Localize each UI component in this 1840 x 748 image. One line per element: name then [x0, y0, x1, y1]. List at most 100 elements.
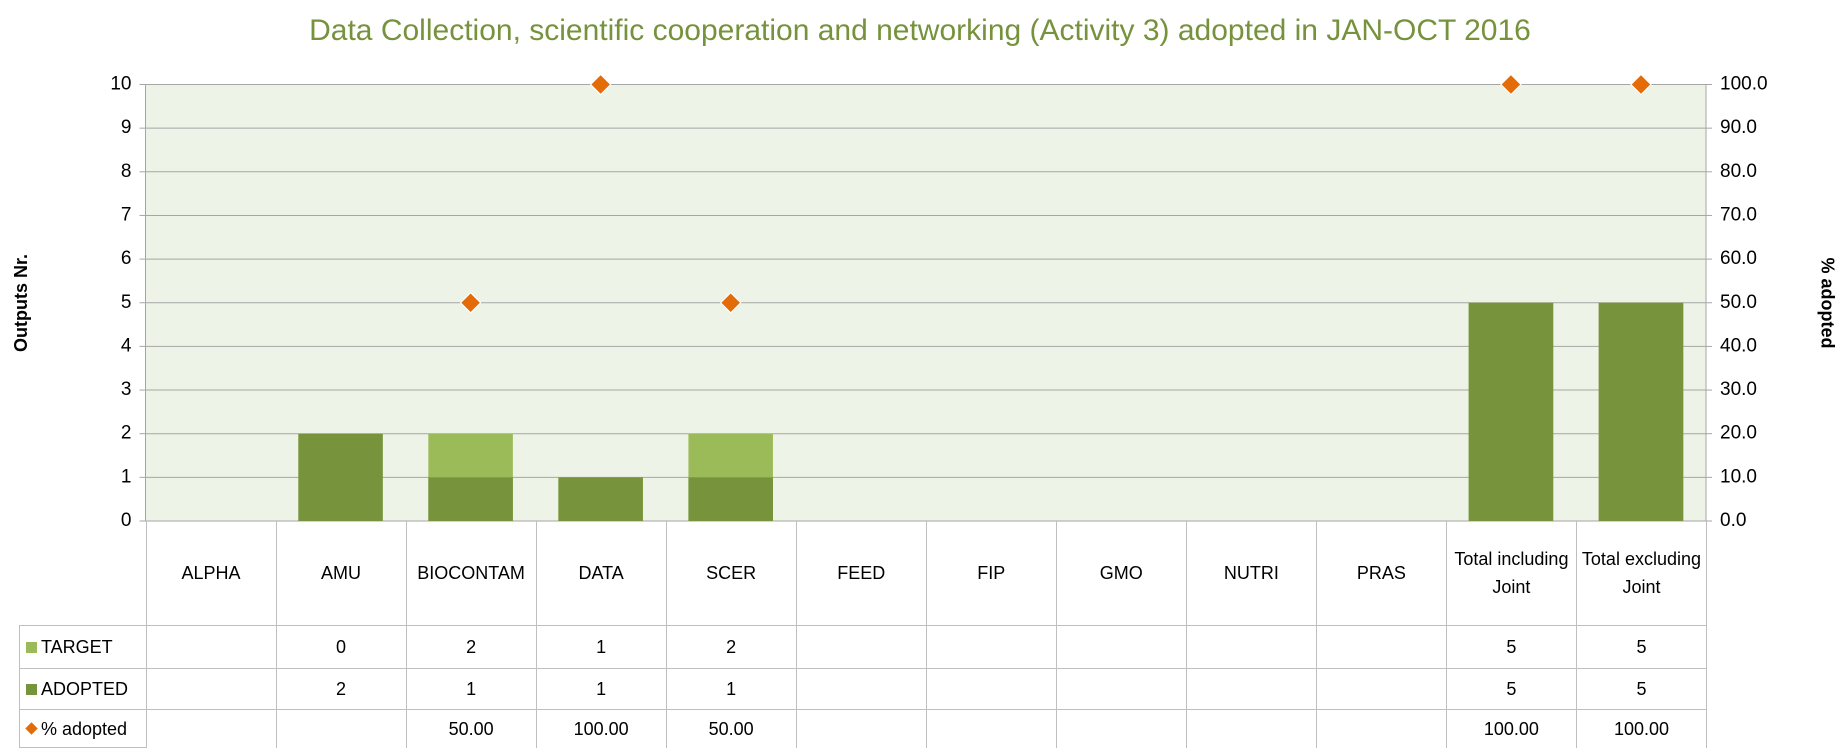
cell-text: BIOCONTAM	[417, 563, 525, 583]
category-cell: GMO	[1055, 521, 1187, 626]
bar	[688, 477, 773, 521]
cell-text: 1	[466, 679, 477, 699]
value-cell	[1185, 625, 1317, 669]
value-cell	[1055, 668, 1187, 710]
value-cell: 5	[1575, 625, 1707, 669]
category-cell: Total including Joint	[1445, 521, 1577, 626]
value-cell: 5	[1445, 668, 1577, 710]
y2-axis-label: % adopted	[1817, 257, 1837, 348]
value-cell: 1	[535, 625, 667, 669]
value-cell	[275, 709, 407, 748]
value-cell	[1315, 625, 1447, 669]
legend-cell: % adopted	[19, 709, 147, 748]
bar	[558, 477, 643, 521]
y2-tick-label: 30.0	[1720, 379, 1757, 400]
cell-text: SCER	[706, 563, 757, 583]
cell-text: FIP	[977, 563, 1006, 583]
y2-tick-label: 40.0	[1720, 335, 1757, 356]
value-cell: 2	[665, 625, 797, 669]
y2-tick-label: 80.0	[1720, 161, 1757, 182]
value-cell: 1	[535, 668, 667, 710]
y-tick-label: 8	[121, 161, 132, 182]
category-cell: NUTRI	[1185, 521, 1317, 626]
category-cell: BIOCONTAM	[405, 521, 537, 626]
category-cell: SCER	[665, 521, 797, 626]
y-tick-label: 10	[110, 74, 131, 95]
marker	[589, 73, 612, 96]
value-cell	[1055, 709, 1187, 748]
value-cell: 100.00	[535, 709, 667, 748]
y-tick-label: 3	[121, 379, 132, 400]
value-cell	[1185, 668, 1317, 710]
value-cell	[795, 668, 927, 710]
cell-text: 50.00	[708, 719, 754, 739]
legend-label: % adopted	[41, 718, 128, 739]
category-cell: FIP	[925, 521, 1057, 626]
value-cell	[145, 709, 277, 748]
y-tick-label: 7	[121, 204, 132, 225]
cell-text: 0	[336, 637, 347, 657]
legend-key	[25, 722, 38, 735]
cell-text: 1	[726, 679, 737, 699]
value-cell	[925, 668, 1057, 710]
value-cell	[1185, 709, 1317, 748]
cell-text: NUTRI	[1223, 563, 1279, 583]
y-tick-label: 5	[121, 292, 132, 313]
y2-tick-label: 90.0	[1720, 117, 1757, 138]
bar	[428, 477, 513, 521]
legend-cell: ADOPTED	[19, 668, 147, 710]
cell-text: 1	[596, 637, 607, 657]
y2-tick-label: 70.0	[1720, 204, 1757, 225]
y-tick-label: 4	[121, 335, 132, 356]
y2-tick-label: 0.0	[1720, 510, 1746, 531]
cell-text: 5	[1506, 679, 1517, 699]
cell-text: AMU	[321, 563, 362, 583]
legend-cell: TARGET	[19, 625, 147, 669]
chart-title: Data Collection, scientific cooperation …	[309, 14, 1531, 47]
legend-label: TARGET	[41, 637, 113, 657]
cell-text: 50.00	[448, 719, 494, 739]
cell-text: 100.00	[573, 719, 629, 739]
y2-tick-label: 10.0	[1720, 466, 1757, 487]
category-cell: Total excluding Joint	[1575, 521, 1707, 626]
value-cell	[795, 625, 927, 669]
cell-text: FEED	[837, 563, 886, 583]
value-cell: 100.00	[1575, 709, 1707, 748]
value-cell: 5	[1445, 625, 1577, 669]
value-cell: 50.00	[665, 709, 797, 748]
cell-text: GMO	[1099, 563, 1143, 583]
cell-text: 2	[466, 637, 477, 657]
value-cell: 5	[1575, 668, 1707, 710]
bar	[298, 433, 383, 521]
cell-text: 100.00	[1483, 719, 1539, 739]
y-axis-label: Outputs Nr.	[11, 254, 31, 352]
value-cell: 1	[665, 668, 797, 710]
cell-text: 100.00	[1613, 719, 1669, 739]
category-cell: FEED	[795, 521, 927, 626]
cell-text: Total including Joint	[1454, 549, 1569, 597]
legend-label: ADOPTED	[41, 679, 129, 699]
cell-text: 2	[336, 679, 347, 699]
y-tick-label: 6	[121, 248, 132, 269]
category-cell: ALPHA	[145, 521, 277, 626]
y2-tick-label: 50.0	[1720, 292, 1757, 313]
legend-key	[26, 641, 37, 653]
value-cell	[925, 625, 1057, 669]
cell-text: 1	[596, 679, 607, 699]
value-cell: 100.00	[1445, 709, 1577, 748]
y2-tick-label: 20.0	[1720, 423, 1757, 444]
marker	[459, 292, 482, 314]
category-cell: AMU	[275, 521, 407, 626]
y-tick-label: 1	[121, 466, 132, 487]
bar	[1468, 302, 1554, 521]
marker	[1630, 73, 1652, 96]
y-tick-label: 2	[121, 423, 132, 444]
y-tick-label: 0	[121, 510, 132, 531]
cell-text: DATA	[578, 563, 624, 583]
category-cell: PRAS	[1315, 521, 1447, 626]
cell-text: PRAS	[1356, 563, 1406, 583]
cell-text: Total excluding Joint	[1581, 549, 1701, 597]
legend-key	[26, 683, 37, 695]
